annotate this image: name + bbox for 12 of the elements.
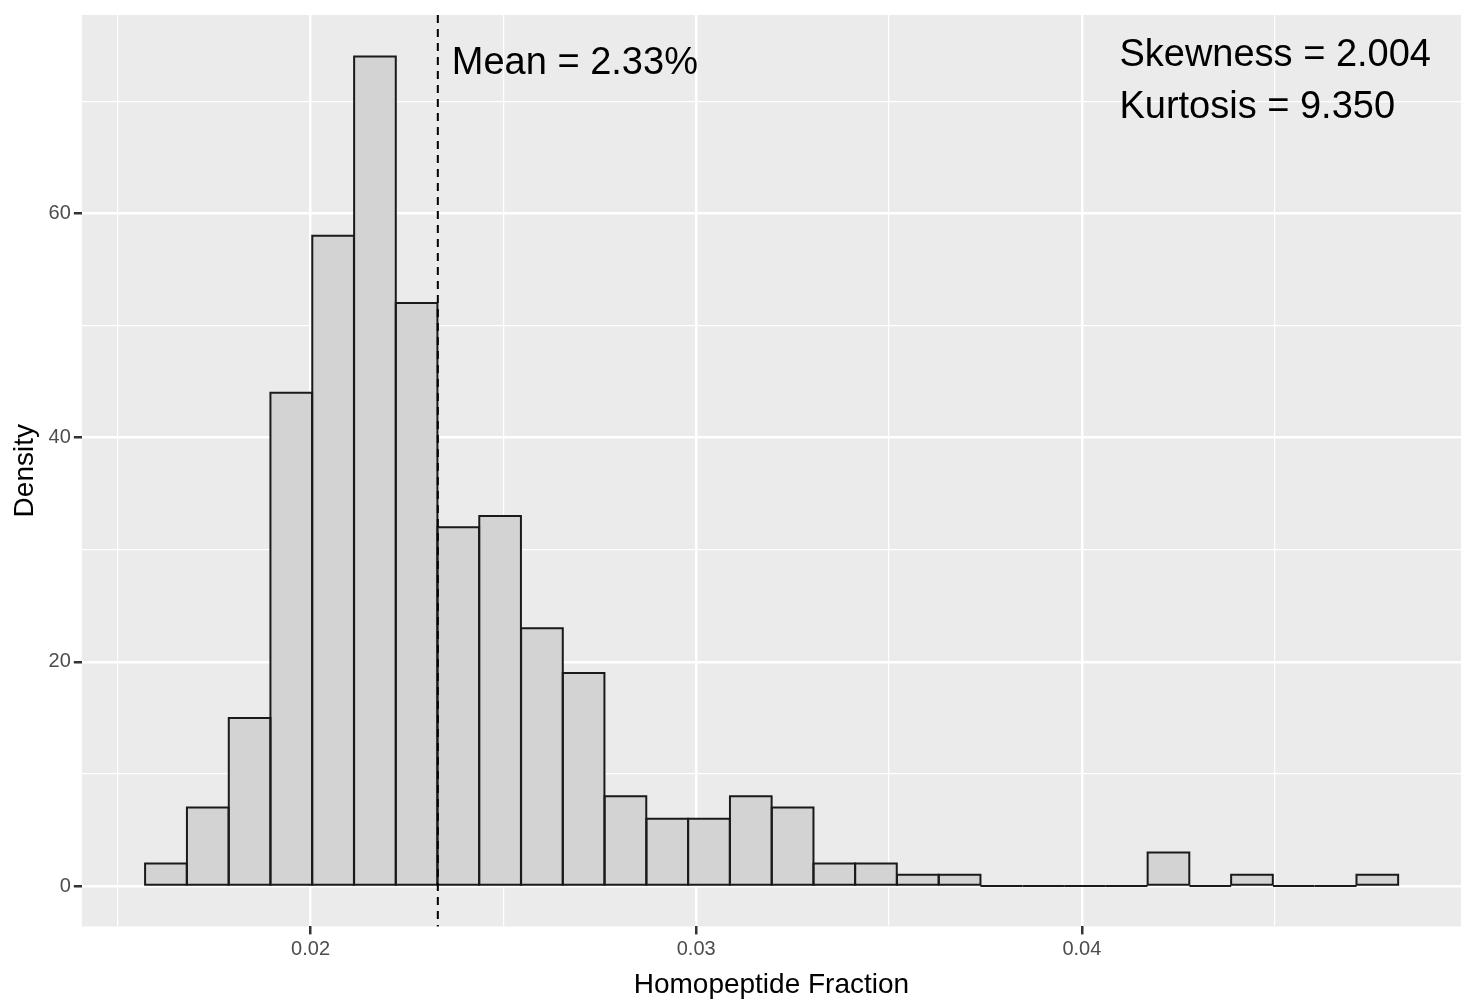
y-tick-label: 0 (59, 873, 71, 896)
x-tick-label: 0.04 (1062, 936, 1102, 959)
y-tick-label: 20 (48, 649, 71, 672)
ref-line-label: Mean = 2.33% (451, 40, 698, 83)
annotation: Skewness = 2.004 (1119, 32, 1431, 75)
y-axis-title: Density (7, 424, 39, 518)
x-axis-title: Homopeptide Fraction (633, 967, 910, 999)
x-tick-label: 0.03 (676, 936, 716, 959)
y-tick-label: 60 (48, 200, 71, 223)
x-tick-label: 0.02 (291, 936, 331, 959)
y-tick-label: 40 (48, 425, 71, 448)
annotation: Kurtosis = 9.350 (1119, 84, 1396, 127)
